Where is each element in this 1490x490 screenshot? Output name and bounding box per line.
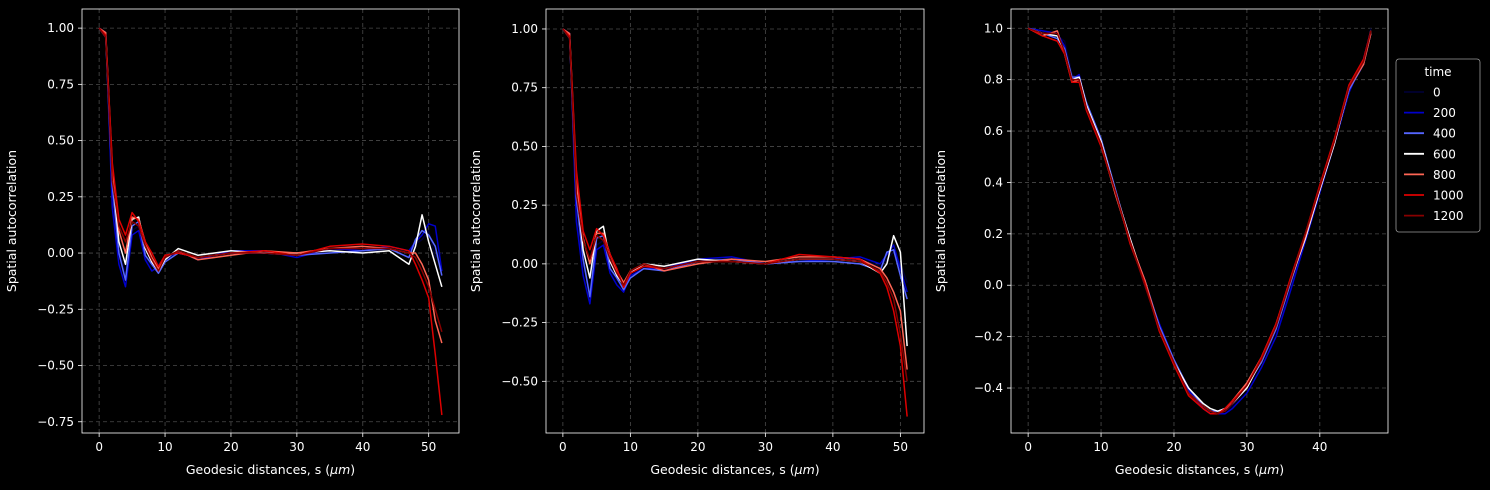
- axes-frame: [81, 8, 460, 434]
- series-line-t800: [98, 27, 443, 344]
- legend-title: time: [1424, 65, 1451, 79]
- series-line-t1200: [1027, 27, 1372, 415]
- series-group: [98, 27, 443, 416]
- y-tick-label: −0.50: [501, 374, 538, 388]
- plot-area: [1011, 9, 1388, 433]
- x-tick-label: 10: [157, 440, 172, 454]
- y-axis-label: Spatial autocorrelation: [933, 150, 948, 292]
- series-line-t1200: [98, 27, 443, 332]
- x-tick-label: 10: [623, 440, 638, 454]
- legend-label: 1200: [1433, 209, 1464, 223]
- x-tick-label: 20: [1166, 440, 1181, 454]
- series-line-t400: [562, 28, 908, 300]
- series-line-t1200: [562, 28, 908, 382]
- y-tick-label: 0.75: [47, 77, 74, 91]
- legend-label: 400: [1433, 127, 1456, 141]
- x-tick-label: 30: [289, 440, 304, 454]
- axes-frame: [545, 8, 925, 434]
- x-tick-label: 40: [1312, 440, 1327, 454]
- y-tick-label: 0.00: [511, 257, 538, 271]
- x-tick-label: 50: [893, 440, 908, 454]
- y-tick-label: 1.00: [511, 22, 538, 36]
- legend-label: 200: [1433, 106, 1456, 120]
- y-tick-label: 0.50: [511, 139, 538, 153]
- chart-panel-3: 0 10 20 30 40 −0.4 −0.2 0.0 0.2 0.4 0.6 0.8 1.0 Geode…: [933, 8, 1481, 477]
- y-tick-label: 0.6: [984, 124, 1003, 138]
- x-tick-label: 10: [1093, 440, 1108, 454]
- y-tick-label: 0.25: [47, 190, 74, 204]
- plot-area: [82, 9, 459, 433]
- x-axis-label: Geodesic distances, s (μm): [650, 462, 819, 477]
- x-tick-label: 40: [825, 440, 840, 454]
- x-tick-label: 30: [758, 440, 773, 454]
- series-line-t1000: [562, 28, 908, 417]
- series-line-t200: [562, 28, 908, 305]
- y-tick-label: −0.25: [501, 316, 538, 330]
- x-tick-label: 40: [355, 440, 370, 454]
- chart-panel-2: 0 10 20 30 40 50 −0.50 −0.25 0.00 0.25 0.50 0.75 1.0…: [468, 8, 925, 477]
- plot-area: [546, 9, 924, 433]
- y-tick-label: 1.00: [47, 21, 74, 35]
- y-axis-label: Spatial autocorrelation: [468, 150, 483, 292]
- axes-frame: [1010, 8, 1389, 434]
- legend: time 0 200 400 600 800 1000 1200: [1395, 58, 1481, 233]
- y-tick-label: −0.4: [974, 381, 1003, 395]
- y-tick-label: −0.50: [37, 359, 74, 373]
- y-tick-label: 0.2: [984, 227, 1003, 241]
- y-tick-label: −0.25: [37, 302, 74, 316]
- y-tick-label: 0.8: [984, 73, 1003, 87]
- y-tick-label: 0.4: [984, 175, 1003, 189]
- y-tick-label: 0.0: [984, 278, 1003, 292]
- legend-label: 1000: [1433, 189, 1464, 203]
- legend-label: 0: [1433, 86, 1441, 100]
- y-tick-label: −0.2: [974, 330, 1003, 344]
- x-tick-label: 30: [1239, 440, 1254, 454]
- y-tick-label: 1.0: [984, 21, 1003, 35]
- x-tick-label: 20: [223, 440, 238, 454]
- x-tick-label: 0: [1024, 440, 1032, 454]
- series-group: [562, 28, 908, 417]
- y-tick-label: 0.00: [47, 246, 74, 260]
- chart-panel-1: 0 10 20 30 40 50 −0.75 −0.50 −0.25 0.00 0.25 0.50 0.…: [4, 8, 460, 477]
- y-tick-label: 0.25: [511, 198, 538, 212]
- x-axis-label: Geodesic distances, s (μm): [1115, 462, 1284, 477]
- y-tick-label: −0.75: [37, 415, 74, 429]
- x-tick-label: 0: [95, 440, 103, 454]
- x-tick-label: 50: [421, 440, 436, 454]
- x-axis-label: Geodesic distances, s (μm): [186, 462, 355, 477]
- y-tick-label: 0.50: [47, 134, 74, 148]
- x-tick-label: 20: [690, 440, 705, 454]
- legend-label: 600: [1433, 147, 1456, 161]
- series-line-t600: [98, 27, 443, 288]
- y-axis-label: Spatial autocorrelation: [4, 150, 19, 292]
- legend-label: 800: [1433, 168, 1456, 182]
- y-tick-label: 0.75: [511, 81, 538, 95]
- x-tick-label: 0: [559, 440, 567, 454]
- series-group: [1027, 27, 1372, 415]
- legend-frame: [1395, 58, 1481, 233]
